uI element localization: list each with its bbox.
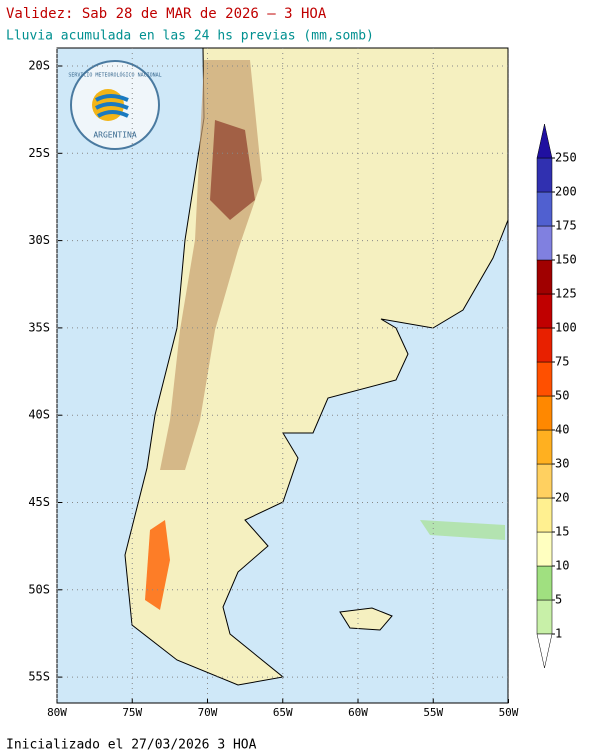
logo-waves (95, 94, 129, 118)
lat-label: 40S (28, 408, 50, 422)
colorbar-label: 40 (555, 423, 569, 437)
colorbar-box (536, 463, 553, 499)
lat-label: 20S (28, 59, 50, 73)
lon-label: 70W (198, 706, 218, 719)
colorbar-label: 30 (555, 457, 569, 471)
falklands (339, 607, 393, 631)
colorbar-label: 100 (555, 321, 577, 335)
lat-label: 35S (28, 320, 50, 334)
colorbar-label: 1 (555, 627, 562, 641)
lon-label: 50W (499, 706, 519, 719)
title: Validez: Sab 28 de MAR de 2026 – 3 HOA (6, 6, 327, 22)
colorbar-over (536, 123, 553, 159)
logo-bottom: ARGENTINA (93, 131, 137, 140)
colorbar-label: 50 (555, 389, 569, 403)
rain-patch (420, 520, 505, 540)
colorbar-under (536, 633, 553, 669)
colorbar-label: 150 (555, 253, 577, 267)
colorbar-box (536, 293, 553, 329)
colorbar-label: 125 (555, 287, 577, 301)
colorbar-label: 200 (555, 185, 577, 199)
colorbar-label: 10 (555, 559, 569, 573)
footer: Inicializado el 27/03/2026 3 HOA (6, 738, 257, 751)
colorbar-box (536, 225, 553, 261)
lon-label: 80W (47, 706, 67, 719)
colorbar-label: 20 (555, 491, 569, 505)
colorbar-box (536, 531, 553, 567)
logo: SERVICIO METEOROLÓGICO NACIONAL ARGENTIN… (68, 60, 162, 150)
colorbar-label: 5 (555, 593, 562, 607)
logo-top: SERVICIO METEOROLÓGICO NACIONAL (68, 72, 161, 79)
rain-patch (145, 520, 170, 610)
lat-label: 45S (28, 495, 50, 509)
colorbar-box (536, 259, 553, 295)
lat-label: 55S (28, 670, 50, 684)
colorbar-box (536, 565, 553, 601)
colorbar-label: 75 (555, 355, 569, 369)
lon-label: 65W (273, 706, 293, 719)
lon-label: 75W (122, 706, 142, 719)
lat-label: 30S (28, 233, 50, 247)
colorbar-box (536, 497, 553, 533)
colorbar-box (536, 157, 553, 193)
lat-label: 25S (28, 146, 50, 160)
colorbar-box (536, 599, 553, 635)
colorbar-label: 15 (555, 525, 569, 539)
colorbar-label: 250 (555, 151, 577, 165)
subtitle: Lluvia acumulada en las 24 hs previas (m… (6, 29, 374, 44)
high-andes (210, 120, 255, 220)
colorbar-box (536, 361, 553, 397)
lon-label: 60W (348, 706, 368, 719)
colorbar-box (536, 395, 553, 431)
lon-label: 55W (423, 706, 443, 719)
colorbar-box (536, 327, 553, 363)
lat-label: 50S (28, 582, 50, 596)
colorbar-box (536, 191, 553, 227)
colorbar-box (536, 429, 553, 465)
colorbar-label: 175 (555, 219, 577, 233)
